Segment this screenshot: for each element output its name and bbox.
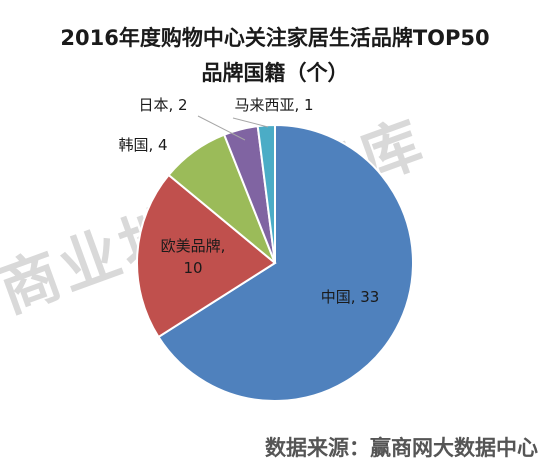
slice-labels: 中国, 33 欧美品牌, 10 韩国, 4 日本, 2 马来西亚, 1 xyxy=(118,96,379,306)
slice-label-1: 欧美品牌, 10 xyxy=(161,237,226,277)
pie-slice-0 xyxy=(157,123,414,402)
leader-line-4 xyxy=(232,117,269,128)
leader-lines xyxy=(197,115,269,141)
pie-slice-4 xyxy=(256,123,276,264)
pie-slice-1 xyxy=(136,173,277,339)
data-source: 数据来源：赢商网大数据中心 xyxy=(265,435,538,460)
chart-title-line1: 2016年度购物中心关注家居生活品牌TOP50 xyxy=(60,26,490,50)
pie-slices xyxy=(136,123,414,402)
slice-label-0: 中国, 33 xyxy=(321,288,380,306)
slice-label-2: 韩国, 4 xyxy=(118,136,167,154)
slice-label-3: 日本, 2 xyxy=(138,96,187,114)
slice-label-4: 马来西亚, 1 xyxy=(234,96,313,114)
leader-line-3 xyxy=(197,115,246,141)
chart-title-line2: 品牌国籍（个） xyxy=(201,61,349,85)
